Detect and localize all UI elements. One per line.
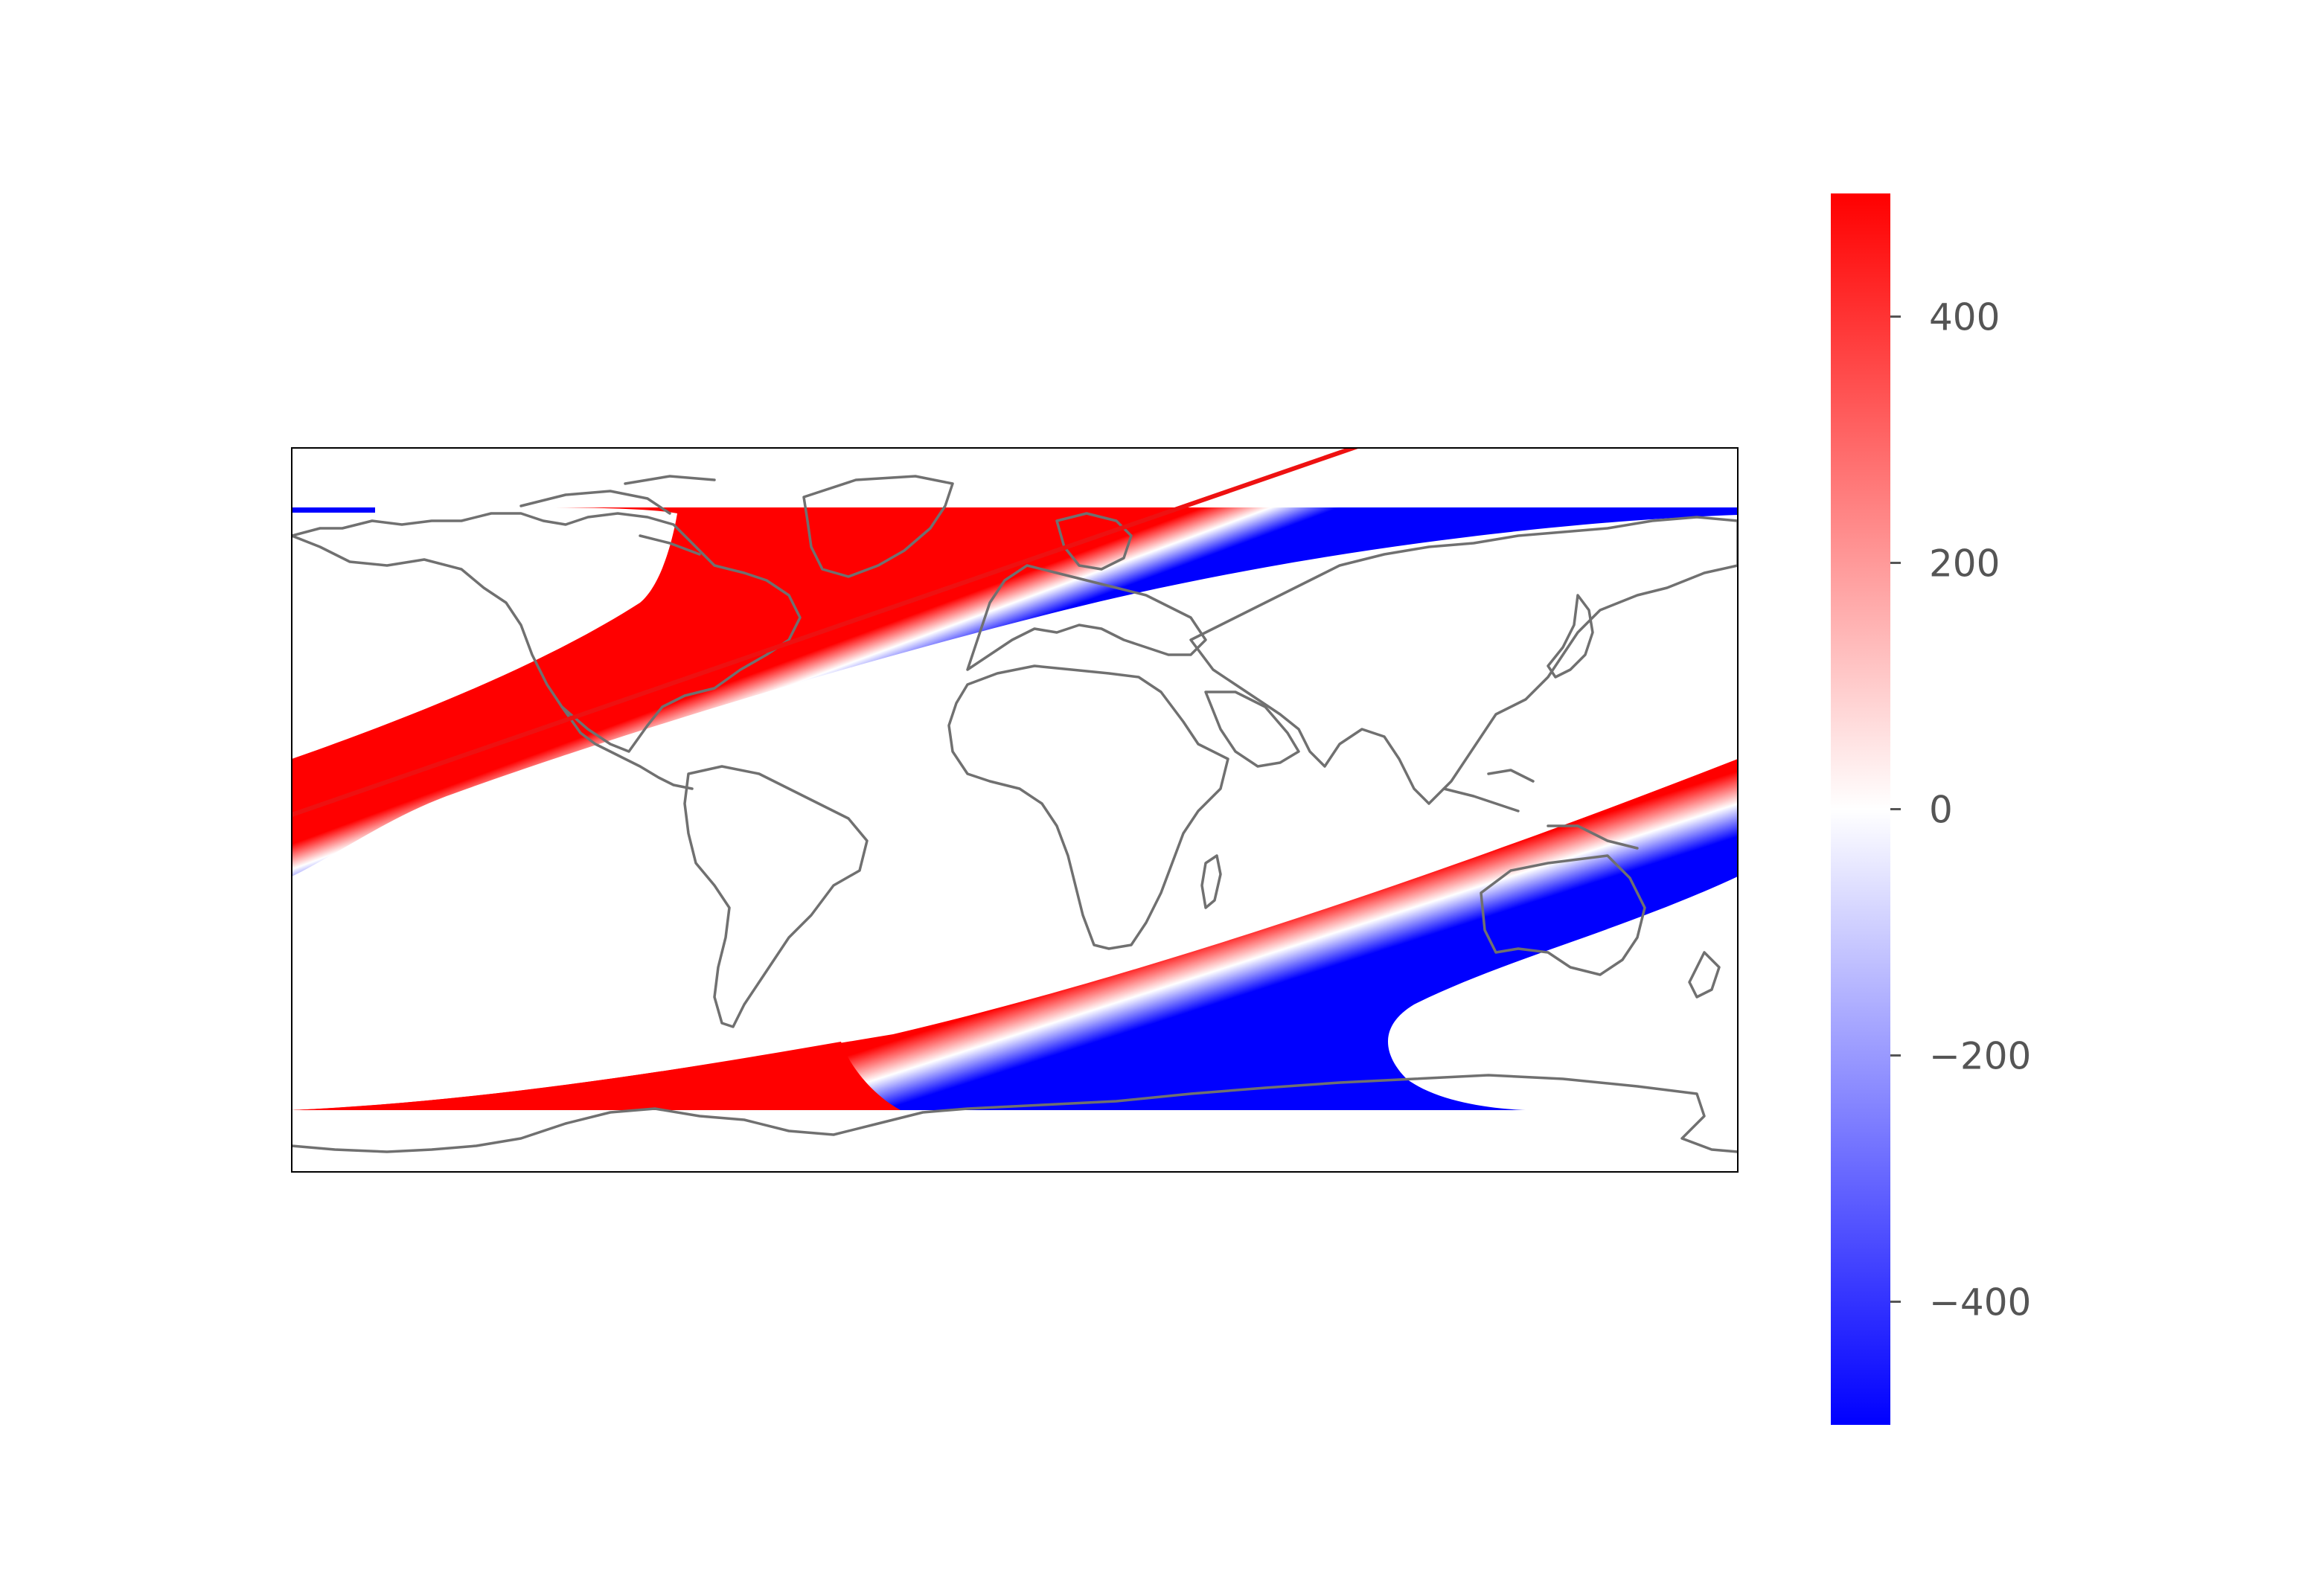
coast-arctic-islands [519,475,716,556]
colorbar-tick-label-4: −400 [1929,1281,2031,1324]
coast-australia [1480,854,1646,976]
coast-europe [966,512,1207,671]
colorbar-tick-label-3: −200 [1929,1035,2031,1078]
coast-arabia [1204,690,1300,768]
coast-japan [1547,594,1594,679]
coast-se-asia [1442,769,1639,850]
coast-south-america [683,765,869,1028]
north-band-sliver [292,507,375,513]
colorbar-bar [1831,193,1890,1425]
coast-north-america [292,512,802,753]
coast-new-zealand [1688,951,1721,999]
colorbar-tick-label-0: 400 [1929,296,2000,339]
colorbar-tick-label-2: 0 [1929,789,1953,832]
south-band [292,759,1738,1110]
coast-antarctica [292,1074,1738,1153]
coast-africa [947,664,1229,950]
coast-asia [1189,516,1738,805]
north-band [292,507,1738,876]
coast-madagascar [1200,854,1222,909]
colorbar-tick-label-1: 200 [1929,542,2000,586]
coastlines [292,475,1738,1153]
map-frame [291,447,1739,1173]
coast-greenland [802,475,954,578]
track-line [292,448,1360,817]
coast-central-america [560,705,694,790]
south-band-red-left [292,1042,901,1110]
colorbar: 400 200 0 −200 −400 [1831,193,2031,1425]
colorbar-ticks: 400 200 0 −200 −400 [1890,296,2031,1324]
map-panel [292,448,1738,1172]
